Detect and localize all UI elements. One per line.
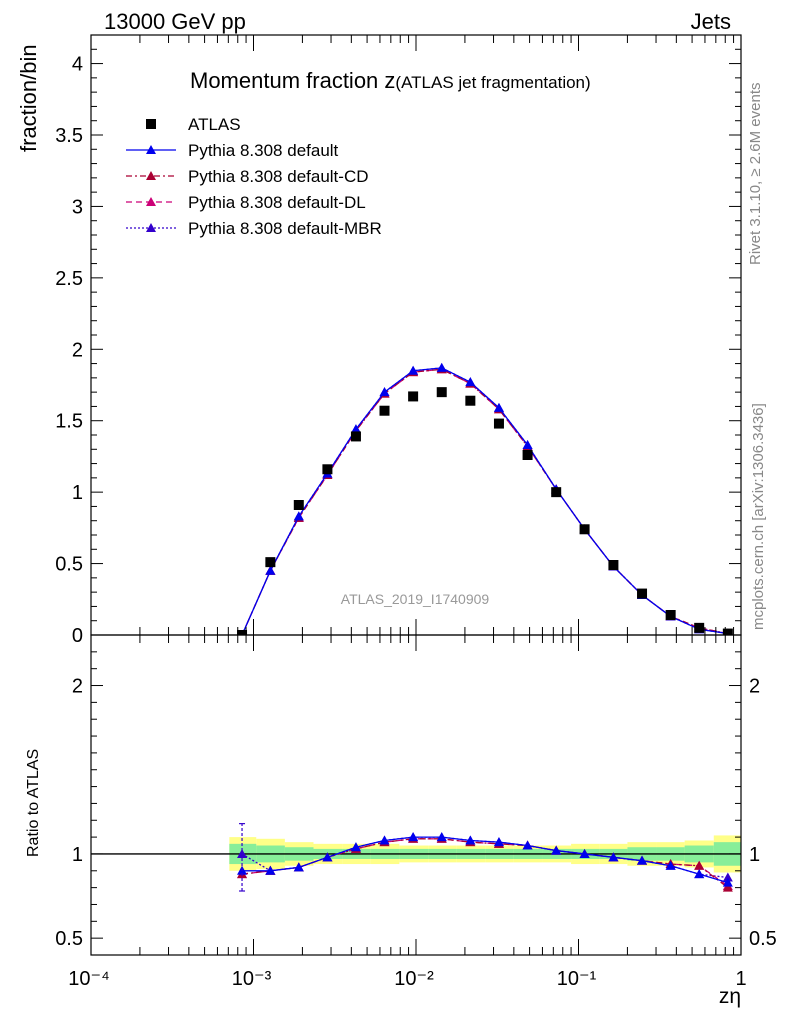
data-point-atlas [379,405,390,416]
ratio-ytick-label-right: 0.5 [749,928,777,950]
ratio-point-cd [722,882,733,892]
header-right: Jets [691,9,731,34]
data-point-atlas [408,391,419,402]
ratio-line-default [242,836,729,884]
main-ytick-label: 2.5 [55,268,83,290]
series-line-cd [241,368,728,635]
ratio-series [237,823,733,892]
data-point-atlas [637,588,648,599]
ratio-ytick-label: 0.5 [55,928,83,950]
main-ytick-label: 0 [72,625,83,647]
ratio-panel-frame [90,634,742,956]
data-point-atlas [551,487,562,498]
ratio-point-default [722,877,733,887]
data-point-atlas [665,610,676,620]
rivet-label: Rivet 3.1.10, ≥ 2.6M events [747,83,764,266]
x-axis-label: zη [719,985,741,1008]
main-ytick-label: 3.5 [55,125,83,147]
xtick-label: 10⁻¹ [557,968,597,990]
header-left: 13000 GeV pp [104,9,246,34]
series-point-default [493,402,504,412]
legend-marker-cd [146,171,156,180]
xtick-label: 10⁻³ [232,968,272,990]
series-point-default [408,365,419,375]
ratio-point-default [408,832,419,842]
series-point-default [522,440,533,449]
ratio-point-default [637,855,648,865]
legend-label-mbr: Pythia 8.308 default-MBR [188,219,382,238]
ratio-point-default [293,862,304,872]
data-point-atlas [493,418,504,429]
ratio-point-default [322,852,333,862]
ratio-point-default [694,869,705,879]
data-point-atlas [237,630,248,635]
data-point-atlas [722,628,733,635]
chart-title-sub: (ATLAS jet fragmentation) [395,73,590,92]
legend-marker-default [146,145,156,154]
mcplots-label: mcplots.cern.ch [arXiv:1306.3436] [750,403,767,630]
main-ytick-label: 4 [72,54,83,76]
ratio-point-default [493,837,504,847]
series-point-default [379,387,390,397]
legend-marker-data [146,119,156,129]
ratio-ytick-label: 2 [72,676,83,698]
legend-marker-dl [146,197,156,206]
data-point-atlas [293,500,304,510]
series-point-default [350,424,361,434]
ratio-point-default [436,832,447,842]
data-point-atlas [465,395,476,406]
series-point-default [265,565,276,575]
xtick-label: 10⁻⁴ [68,968,109,990]
ratio-ytick-label: 1 [72,844,83,866]
ratio-point-default [551,845,562,855]
ratio-point-mbr [722,872,733,882]
ratio-point-default [579,848,590,858]
data-point-atlas [579,524,590,535]
legend: ATLAS Pythia 8.308 default Pythia 8.308 de… [126,115,382,238]
series-point-default [436,362,447,372]
ratio-point-default [522,840,533,850]
ratio-ytick-label-right: 2 [749,676,760,698]
data-point-atlas [265,557,276,568]
data-point-atlas [522,450,533,460]
data-point-atlas [436,387,447,398]
ratio-point-default [465,835,476,845]
xtick-label: 10⁻² [394,968,434,990]
ratio-ylabel: Ratio to ATLAS [25,749,42,857]
xtick-label: 1 [735,968,746,990]
main-ytick-label: 3 [72,196,83,218]
main-ylabel: fraction/bin [16,44,41,152]
main-ytick-label: 2 [72,339,83,361]
ratio-point-default [665,860,676,870]
chart-title-main: Momentum fraction z [190,68,395,93]
ratio-point-default [379,835,390,845]
ratio-point-cd [694,860,705,870]
data-point-atlas [694,622,705,633]
legend-label-data: ATLAS [188,115,241,134]
main-ytick-label: 1.5 [55,411,83,433]
watermark: ATLAS_2019_I1740909 [341,591,490,607]
axis-ticks: 00.511.522.533.540.5 0.51 12 210⁻⁴ 10⁻³ 10⁻² 1… [55,35,777,990]
data-point-atlas [322,464,333,475]
ratio-ytick-label-right: 1 [749,844,760,866]
legend-label-dl: Pythia 8.308 default-DL [188,193,366,212]
legend-label-default: Pythia 8.308 default [188,141,339,160]
ratio-point-default [350,842,361,852]
legend-label-cd: Pythia 8.308 default-CD [188,167,369,186]
main-ytick-label: 1 [72,482,83,504]
ratio-point-default [265,865,276,875]
series-point-default [465,377,476,387]
series-point-default [293,511,304,521]
main-ytick-label: 0.5 [55,554,83,576]
legend-marker-mbr [146,223,156,232]
chart-title: Momentum fraction z(ATLAS jet fragmentat… [190,68,591,93]
data-point-atlas [608,560,619,570]
ratio-point-default [608,852,619,862]
main-series [237,362,733,635]
data-point-atlas [350,431,361,442]
